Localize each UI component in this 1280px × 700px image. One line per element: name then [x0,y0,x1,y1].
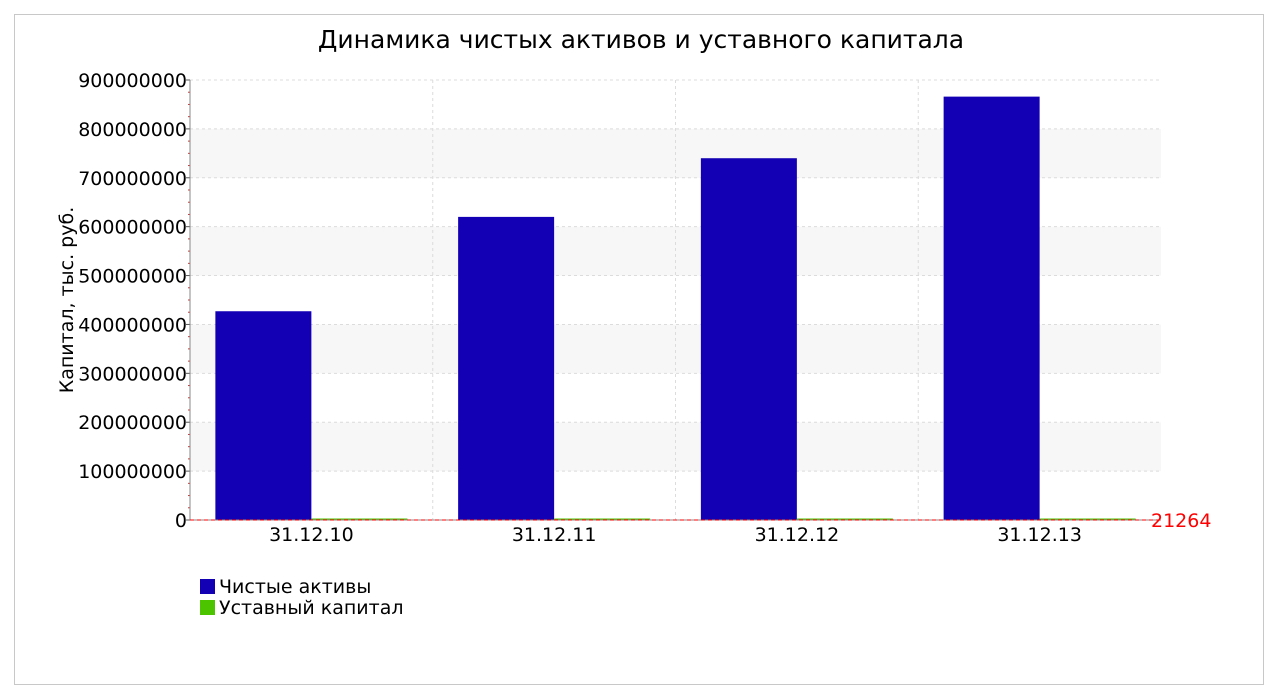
legend-swatch [200,600,215,615]
bars [215,96,1136,520]
y-axis-label: Капитал, тыс. руб. [56,207,78,394]
y-tick-label: 900000000 [78,70,187,92]
y-tick-label: 600000000 [78,217,187,239]
legend-label: Чистые активы [219,576,371,598]
bar-charter-capital [311,518,408,520]
reference-line: 21264 [190,510,1211,532]
legend-label: Уставный капитал [219,597,404,619]
x-tick-label: 31.12.11 [512,524,597,546]
bar-net-assets [700,158,797,520]
y-tick-label: 100000000 [78,461,187,483]
y-tick-label: 800000000 [78,119,187,141]
x-tick-label: 31.12.12 [755,524,840,546]
y-tick-label: 500000000 [78,266,187,288]
bar-charter-capital [554,518,651,520]
grid [190,79,1161,521]
x-tick-label: 31.12.10 [269,524,354,546]
y-tick-label: 700000000 [78,168,187,190]
bar-charter-capital [1039,518,1136,520]
chart-title: Динамика чистых активов и уставного капи… [318,25,964,54]
y-tick-label: 400000000 [78,314,187,336]
reference-line-label: 21264 [1151,510,1211,532]
bar-charter-capital [796,518,893,520]
y-tick-label: 300000000 [78,363,187,385]
tick-labels: 0 100000000 200000000 300000000 400000000 500… [78,70,1082,546]
bar-net-assets [943,96,1040,520]
y-tick-label: 200000000 [78,412,187,434]
x-tick-label: 31.12.13 [997,524,1082,546]
bar-net-assets [458,216,555,520]
legend-swatch [200,579,215,594]
bar-net-assets [215,311,312,520]
y-tick-label: 0 [175,510,187,532]
